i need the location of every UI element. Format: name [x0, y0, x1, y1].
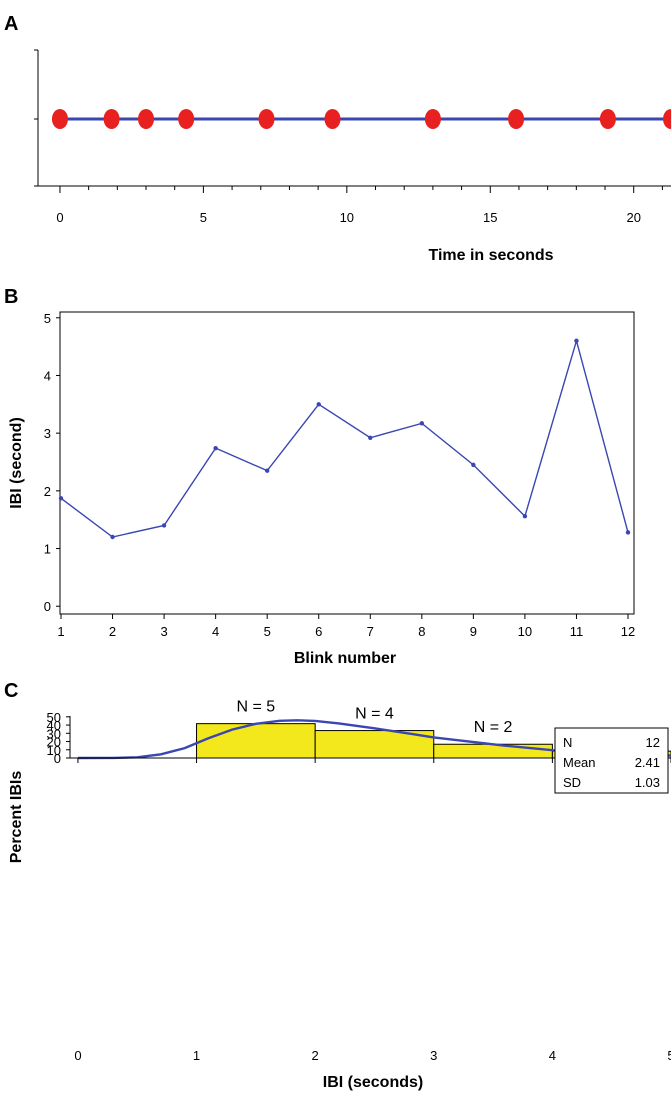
x-tick-label: 11: [570, 624, 584, 639]
panel-a: A 0 5 10 15 20 Time in seconds: [4, 13, 671, 264]
panel-a-x-ticks: [59, 186, 663, 193]
x-tick-label: 6: [315, 624, 322, 639]
panel-c-fit-curve: [77, 719, 671, 760]
x-tick-label: 4: [549, 1048, 556, 1063]
data-point: [574, 338, 579, 344]
event-marker: [138, 109, 155, 129]
y-tick-label: 30: [47, 726, 61, 741]
stats-sd-value: 1.03: [635, 775, 660, 790]
x-tick-label: 9: [470, 624, 477, 639]
histogram-bar: [433, 743, 553, 759]
data-point: [625, 530, 631, 535]
data-point: [58, 496, 64, 501]
panel-a-x-tick-labels: 0 5 10 15 20: [56, 210, 641, 225]
y-tick-label: 3: [44, 426, 51, 441]
y-tick-label: 4: [44, 368, 51, 383]
x-tick-label: 3: [430, 1048, 437, 1063]
bin-count-label: N = 5: [237, 699, 276, 716]
event-marker: [663, 109, 671, 129]
event-marker: [424, 109, 441, 129]
panel-b-x-ticks: 1 2 3 4 5 6 7 8 9 10 11 12: [57, 614, 635, 639]
panel-b-y-title: IBI (second): [8, 417, 25, 509]
x-tick-label: 8: [418, 624, 425, 639]
panel-c-label: C: [4, 680, 18, 702]
x-tick-label: 15: [483, 210, 497, 225]
stats-sd-label: SD: [563, 775, 581, 790]
y-tick-label: 1: [44, 542, 51, 557]
histogram-bar: [196, 723, 316, 759]
stats-n-value: 12: [646, 735, 660, 750]
y-tick-label: 2: [44, 484, 51, 499]
panel-a-label: A: [4, 13, 18, 35]
event-marker: [178, 109, 195, 129]
bin-count-label: N = 4: [355, 706, 394, 723]
data-point: [110, 534, 115, 540]
data-point: [522, 514, 528, 519]
x-tick-label: 4: [212, 624, 219, 639]
y-tick-label: 50: [47, 710, 61, 725]
event-marker: [324, 109, 341, 129]
panel-c-x-ticks: 0 1 2 3 4 5: [74, 758, 671, 1063]
y-tick-label: 10: [47, 743, 61, 758]
x-tick-label: 5: [264, 624, 271, 639]
stats-mean-label: Mean: [563, 755, 596, 770]
event-marker: [103, 109, 120, 129]
x-tick-label: 2: [312, 1048, 319, 1063]
panel-c-x-title: IBI (seconds): [323, 1074, 423, 1091]
data-point: [368, 435, 373, 440]
panel-b-y-ticks: 0 1 2 3 4 5: [44, 311, 60, 614]
panel-b-plot-frame: [59, 311, 635, 615]
x-tick-label: 5: [200, 210, 207, 225]
x-tick-label: 10: [340, 210, 354, 225]
y-tick-label: 20: [47, 735, 61, 750]
stats-mean-value: 2.41: [635, 755, 660, 770]
data-point: [161, 523, 167, 528]
x-tick-label: 0: [56, 210, 63, 225]
panel-a-x-title: Time in seconds: [428, 247, 553, 264]
x-tick-label: 2: [109, 624, 116, 639]
x-tick-label: 5: [667, 1048, 671, 1063]
panel-b-points: [58, 338, 631, 540]
panel-b-label: B: [4, 286, 18, 308]
data-point: [419, 421, 425, 426]
panel-a-event-markers: [51, 109, 671, 129]
y-tick-label: 0: [54, 751, 61, 766]
x-tick-label: 20: [626, 210, 640, 225]
panel-c-stats-box: N 12 Mean 2.41 SD 1.03: [554, 727, 669, 794]
x-tick-label: 1: [193, 1048, 200, 1063]
data-point: [264, 468, 270, 473]
panel-b-x-title: Blink number: [294, 650, 396, 667]
y-tick-label: 0: [44, 599, 51, 614]
data-point: [471, 462, 476, 468]
x-tick-label: 10: [518, 624, 532, 639]
y-tick-label: 5: [44, 311, 51, 326]
x-tick-label: 3: [160, 624, 167, 639]
panel-c-y-title: Percent IBIs: [8, 771, 25, 864]
event-marker: [258, 109, 275, 129]
event-marker: [599, 109, 616, 129]
event-marker: [51, 109, 68, 129]
bin-count-label: N = 2: [474, 719, 513, 736]
x-tick-label: 7: [367, 624, 374, 639]
x-tick-label: 1: [57, 624, 64, 639]
data-point: [213, 445, 218, 451]
stats-n-label: N: [563, 735, 572, 750]
stats-box-frame: [554, 727, 669, 794]
panel-b-series-line: [60, 338, 629, 538]
x-tick-label: 12: [621, 624, 635, 639]
x-tick-label: 0: [74, 1048, 81, 1063]
y-tick-label: 40: [47, 718, 61, 733]
data-point: [316, 402, 321, 407]
event-marker: [508, 109, 525, 129]
